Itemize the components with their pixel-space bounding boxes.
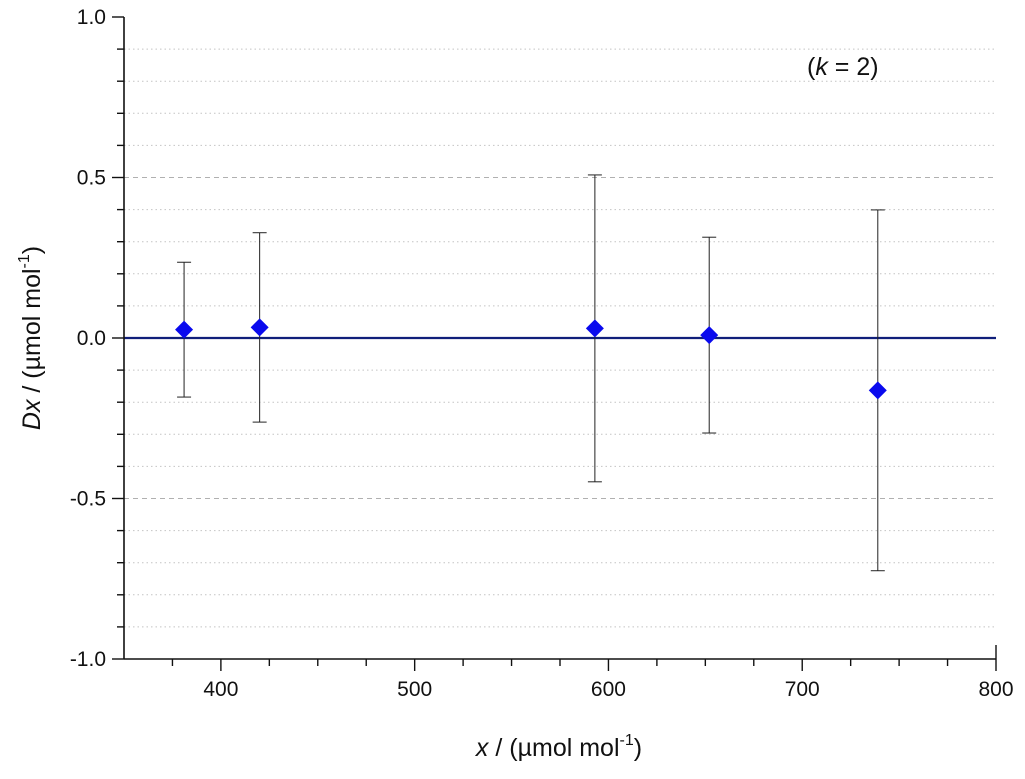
- x-tick-label: 800: [978, 678, 1013, 701]
- y-tick-label: 0.0: [77, 327, 106, 350]
- y-tick-label: -1.0: [70, 648, 106, 671]
- error-bars: [177, 174, 885, 572]
- x-tick-label: 400: [203, 678, 238, 701]
- data-points: [175, 318, 887, 400]
- data-point-diamond: [250, 318, 269, 337]
- data-point-diamond: [585, 319, 604, 338]
- grid: [124, 48, 996, 628]
- data-point-diamond: [868, 381, 887, 400]
- annotation-coverage-factor: (k = 2): [807, 53, 879, 81]
- y-axis-title: Dx / (µmol mol-1): [16, 246, 46, 430]
- y-axis-ticks: -1.0 -0.5 0.0 0.5 1.0: [70, 6, 124, 671]
- y-tick-label: 1.0: [77, 6, 106, 29]
- x-axis-title: x / (µmol mol-1): [475, 732, 642, 762]
- x-tick-label: 600: [591, 678, 626, 701]
- y-tick-label: 0.5: [77, 167, 106, 190]
- x-axis-ticks: 400 500 600 700 800: [171, 659, 1014, 701]
- x-tick-label: 500: [397, 678, 432, 701]
- data-point-diamond: [175, 320, 194, 339]
- data-point-diamond: [700, 326, 719, 345]
- y-tick-label: -0.5: [70, 488, 106, 511]
- x-tick-label: 700: [785, 678, 820, 701]
